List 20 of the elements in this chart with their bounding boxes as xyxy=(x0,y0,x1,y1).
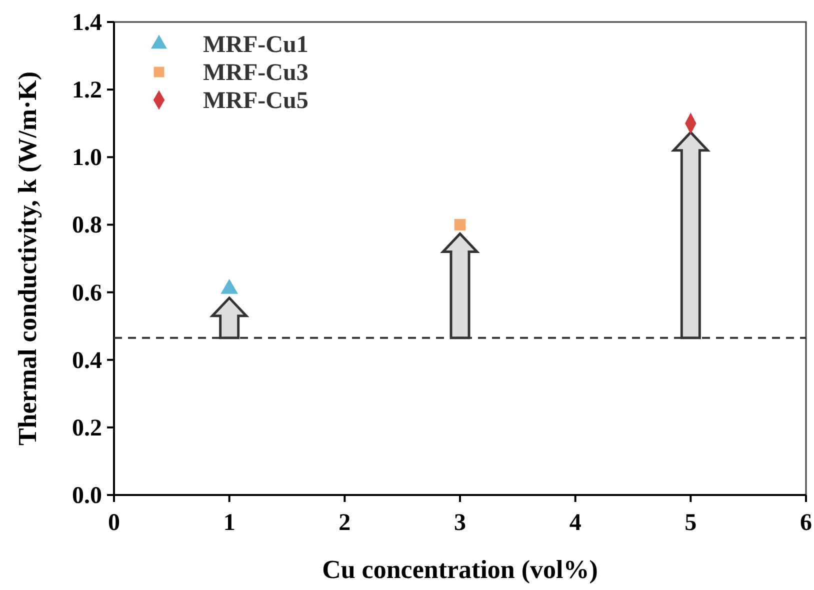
y-tick-label: 0.4 xyxy=(72,348,102,374)
x-tick-label: 0 xyxy=(108,510,120,536)
x-axis-title: Cu concentration (vol%) xyxy=(322,555,598,584)
y-tick-label: 0.8 xyxy=(72,212,102,239)
y-tick-label: 1.0 xyxy=(72,145,102,172)
x-tick-label: 4 xyxy=(569,510,582,536)
y-axis-title: Thermal conductivity, k (W/m·K) xyxy=(13,71,42,446)
x-tick-label: 2 xyxy=(338,510,351,536)
y-tick-label: 1.2 xyxy=(72,78,102,104)
y-tick-label: 0.0 xyxy=(72,483,102,509)
legend-label: MRF-Cu3 xyxy=(203,60,308,86)
x-tick-label: 1 xyxy=(223,510,236,536)
x-tick-label: 6 xyxy=(800,510,812,536)
y-tick-label: 0.2 xyxy=(72,415,102,442)
y-tick-label: 1.4 xyxy=(72,10,102,36)
legend-label: MRF-Cu5 xyxy=(203,88,308,114)
legend-label: MRF-Cu1 xyxy=(203,32,308,58)
y-tick-label: 0.6 xyxy=(72,280,102,306)
x-tick-label: 3 xyxy=(454,510,466,536)
x-tick-label: 5 xyxy=(684,510,697,536)
